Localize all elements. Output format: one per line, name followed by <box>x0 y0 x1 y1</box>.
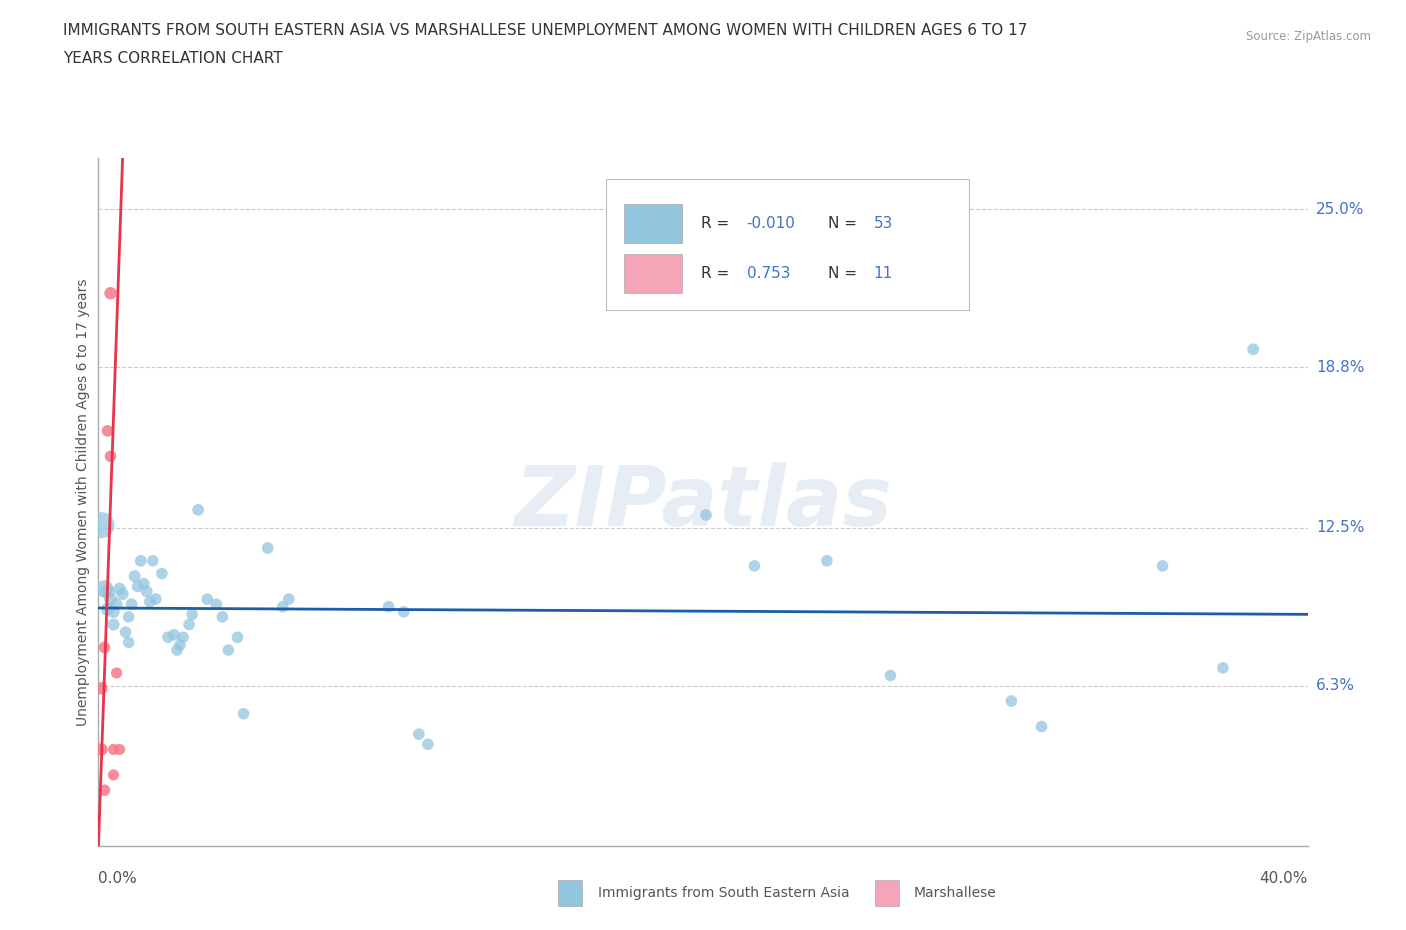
Point <box>96 584 118 599</box>
Point <box>96 423 118 438</box>
Point <box>139 594 162 609</box>
Point <box>169 637 191 652</box>
Point <box>111 587 134 602</box>
Text: ZIPatlas: ZIPatlas <box>515 461 891 543</box>
Point <box>156 630 179 644</box>
Point <box>105 666 128 681</box>
Point <box>121 597 143 612</box>
Point <box>103 618 125 632</box>
Point <box>392 604 415 619</box>
Bar <box>624 205 682 243</box>
Text: R =: R = <box>700 266 734 281</box>
Point <box>187 502 209 517</box>
Point <box>93 640 115 655</box>
Text: 25.0%: 25.0% <box>1316 202 1364 217</box>
Text: 40.0%: 40.0% <box>1260 871 1308 886</box>
Text: R =: R = <box>700 216 734 231</box>
Point <box>172 630 194 644</box>
Point <box>181 607 204 622</box>
Point <box>103 767 125 782</box>
Point <box>416 737 439 751</box>
Point <box>93 581 115 596</box>
Point <box>103 604 125 619</box>
Point <box>129 553 152 568</box>
Text: IMMIGRANTS FROM SOUTH EASTERN ASIA VS MARSHALLESE UNEMPLOYMENT AMONG WOMEN WITH : IMMIGRANTS FROM SOUTH EASTERN ASIA VS MA… <box>63 23 1028 38</box>
Point <box>105 597 128 612</box>
Text: 12.5%: 12.5% <box>1316 520 1364 535</box>
Point <box>195 591 218 606</box>
Point <box>815 553 838 568</box>
Point <box>163 628 186 643</box>
Point <box>108 742 131 757</box>
Point <box>93 783 115 798</box>
Text: 0.0%: 0.0% <box>98 871 138 886</box>
Point <box>135 584 157 599</box>
Point <box>1152 559 1174 574</box>
Point <box>211 609 233 624</box>
Text: 53: 53 <box>873 216 893 231</box>
Point <box>217 643 239 658</box>
Point <box>226 630 249 644</box>
Text: 6.3%: 6.3% <box>1316 678 1355 693</box>
Point <box>90 518 112 533</box>
Text: N =: N = <box>828 266 862 281</box>
Text: 18.8%: 18.8% <box>1316 360 1364 375</box>
Text: 11: 11 <box>873 266 893 281</box>
Point <box>118 609 141 624</box>
Point <box>103 742 125 757</box>
Point <box>96 602 118 617</box>
Point <box>90 681 112 696</box>
Point <box>114 625 136 640</box>
Point <box>124 568 146 583</box>
Point <box>271 599 294 614</box>
Text: N =: N = <box>828 216 862 231</box>
Point <box>90 742 112 757</box>
Point <box>145 591 167 606</box>
Point <box>1241 342 1264 357</box>
Point <box>1000 694 1022 709</box>
Point <box>108 581 131 596</box>
Text: 0.753: 0.753 <box>747 266 790 281</box>
Point <box>744 559 766 574</box>
Point <box>132 577 155 591</box>
Point <box>127 578 149 593</box>
Point <box>150 566 173 581</box>
FancyBboxPatch shape <box>606 179 969 310</box>
Point <box>879 668 901 683</box>
Point <box>205 597 228 612</box>
Point <box>100 449 122 464</box>
Point <box>256 540 278 555</box>
Point <box>166 643 188 658</box>
Bar <box>624 255 682 293</box>
Point <box>232 706 254 721</box>
Point <box>177 618 201 632</box>
Text: -0.010: -0.010 <box>747 216 796 231</box>
Text: Immigrants from South Eastern Asia: Immigrants from South Eastern Asia <box>598 885 849 900</box>
Point <box>695 508 717 523</box>
Text: YEARS CORRELATION CHART: YEARS CORRELATION CHART <box>63 51 283 66</box>
Text: Marshallese: Marshallese <box>914 885 997 900</box>
Point <box>277 591 299 606</box>
Point <box>377 599 399 614</box>
Point <box>100 591 122 606</box>
Point <box>1212 660 1234 675</box>
Point <box>1031 719 1053 734</box>
Text: Source: ZipAtlas.com: Source: ZipAtlas.com <box>1246 30 1371 43</box>
Point <box>408 726 430 741</box>
Y-axis label: Unemployment Among Women with Children Ages 6 to 17 years: Unemployment Among Women with Children A… <box>76 278 90 726</box>
Point <box>142 553 165 568</box>
Point <box>118 635 141 650</box>
Point <box>100 286 122 300</box>
